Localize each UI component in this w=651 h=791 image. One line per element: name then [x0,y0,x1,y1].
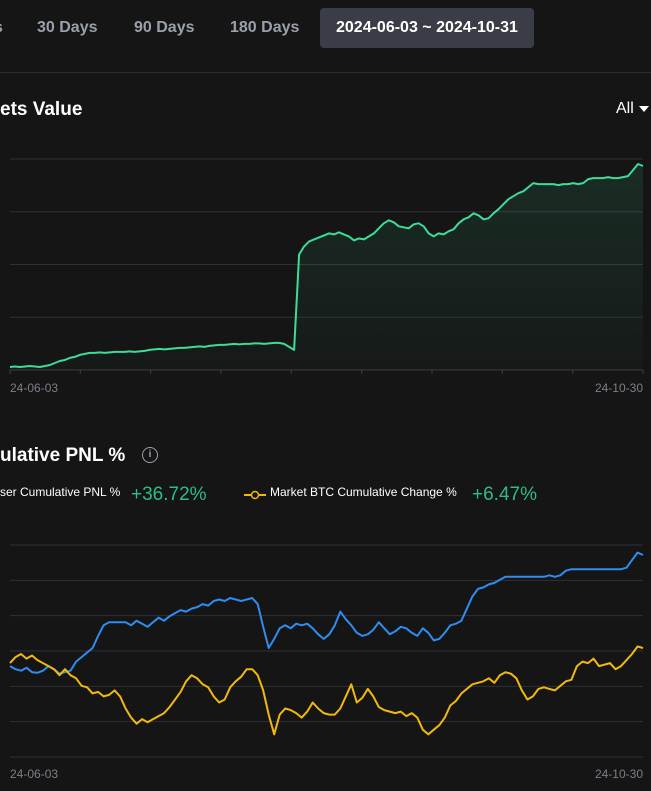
tab-partial[interactable]: s [0,8,3,48]
info-icon[interactable]: i [142,447,158,463]
tab-180-days[interactable]: 180 Days [230,19,300,36]
asset-filter-label: All [616,100,634,117]
assets-series-line [9,163,644,368]
cumulative-pnl-chart: 24-06-03 24-10-30 [9,544,644,781]
chevron-down-icon [638,105,649,112]
legend-btc-marker-icon [244,490,266,500]
user-pnl-series-line [9,551,644,675]
header-divider [0,72,651,73]
period-tabs: s 30 Days 90 Days 180 Days 2024-06-03 ~ … [0,0,651,56]
btc-change-series-line [9,645,644,736]
tab-90-days[interactable]: 90 Days [134,19,195,36]
legend-btc-label: Market BTC Cumulative Change % [270,485,457,499]
x-axis-end-label: 24-10-30 [595,381,643,395]
tab-custom-range[interactable]: 2024-06-03 ~ 2024-10-31 [320,8,534,48]
assets-area-fill [10,164,643,370]
asset-filter-dropdown[interactable]: All [616,100,649,118]
legend-user-pnl-value: +36.72% [131,484,207,505]
pnl-chart-title: ulative PNL % [0,445,126,466]
x-axis-start-label: 24-06-03 [10,381,58,395]
assets-chart-title: ets Value [0,99,83,120]
legend-btc-value: +6.47% [472,484,537,505]
assets-value-chart: 24-06-03 24-10-30 [9,158,644,395]
legend-user-pnl-label: ser Cumulative PNL % [0,485,121,499]
x-axis-start-label: 24-06-03 [10,767,58,781]
tab-30-days[interactable]: 30 Days [37,19,98,36]
x-axis-end-label: 24-10-30 [595,767,643,781]
